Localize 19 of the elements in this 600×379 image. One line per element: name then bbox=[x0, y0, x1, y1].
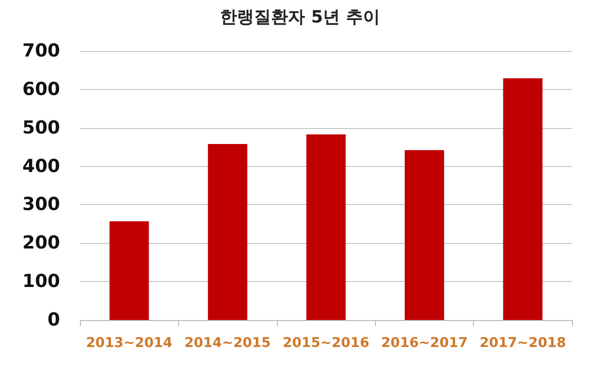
y-tick-label: 400 bbox=[22, 156, 60, 177]
y-tick-label: 300 bbox=[22, 194, 60, 216]
y-tick-label: 200 bbox=[22, 232, 60, 254]
y-tick-label: 600 bbox=[22, 78, 60, 100]
bar bbox=[110, 221, 149, 320]
y-tick-label: 500 bbox=[22, 117, 60, 138]
bar bbox=[503, 78, 542, 320]
x-tick-label: 2016~2017 bbox=[381, 335, 468, 351]
x-tick-label: 2013~2014 bbox=[86, 335, 172, 351]
y-tick-label: 0 bbox=[47, 310, 60, 330]
bar bbox=[404, 150, 444, 320]
x-tick-label: 2014~2015 bbox=[184, 335, 271, 351]
chart-title: 한랭질환자 5년 추이 bbox=[220, 8, 380, 28]
bar bbox=[306, 134, 346, 320]
y-tick-label: 700 bbox=[22, 40, 60, 62]
x-tick-label: 2017~2018 bbox=[480, 335, 566, 351]
x-tick-label: 2015~2016 bbox=[282, 335, 370, 351]
bar bbox=[208, 144, 248, 320]
y-tick-label: 100 bbox=[22, 271, 60, 292]
